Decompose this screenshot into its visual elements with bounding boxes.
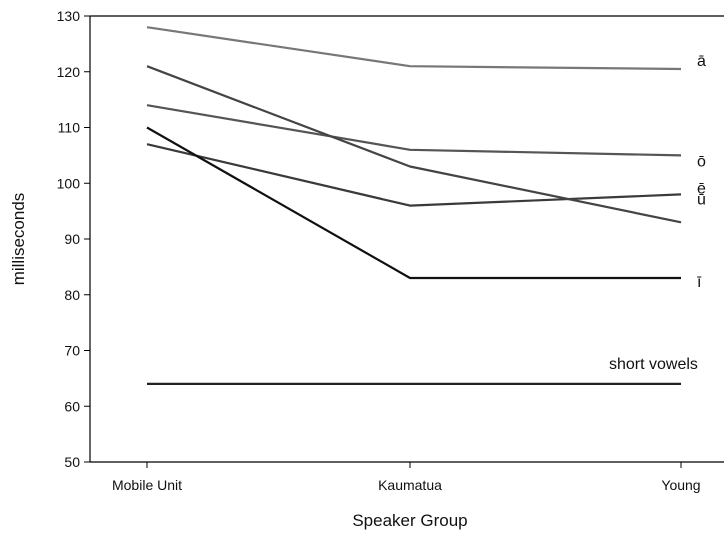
series-label: ī bbox=[697, 274, 702, 291]
series-label: short vowels bbox=[609, 356, 698, 373]
y-tick-label: 120 bbox=[57, 64, 81, 80]
series-label: ā bbox=[697, 53, 706, 70]
y-tick-label: 60 bbox=[64, 398, 80, 414]
y-tick-label: 50 bbox=[64, 454, 80, 470]
y-axis-title: milliseconds bbox=[9, 193, 28, 286]
series-lines bbox=[146, 26, 682, 385]
series-line bbox=[146, 126, 681, 280]
series-line bbox=[146, 104, 682, 157]
series-label: ō bbox=[697, 153, 706, 170]
plot-frame bbox=[89, 15, 724, 463]
series-line bbox=[146, 65, 682, 224]
series-line bbox=[146, 26, 682, 71]
series-label: ē bbox=[697, 180, 706, 197]
x-tick-label: Kaumatua bbox=[378, 477, 442, 493]
y-tick-label: 130 bbox=[57, 8, 81, 24]
y-tick-label: 80 bbox=[64, 287, 80, 303]
y-tick-label: 90 bbox=[64, 231, 80, 247]
y-tick-label: 110 bbox=[58, 120, 81, 136]
x-tick-label: Young bbox=[661, 477, 700, 493]
y-axis-ticks: 50 60 70 80 90 100 110 120 130 bbox=[57, 8, 90, 470]
x-tick-label: Mobile Unit bbox=[112, 477, 182, 493]
series-labels: ā ōēū ī short vowels bbox=[609, 53, 706, 373]
series-line bbox=[146, 143, 682, 207]
series-label: ū bbox=[697, 191, 706, 208]
y-tick-label: 100 bbox=[57, 175, 81, 191]
x-axis-ticks: Mobile Unit Kaumatua Young bbox=[112, 462, 701, 493]
y-tick-label: 70 bbox=[64, 343, 80, 359]
x-axis-title: Speaker Group bbox=[352, 511, 467, 530]
